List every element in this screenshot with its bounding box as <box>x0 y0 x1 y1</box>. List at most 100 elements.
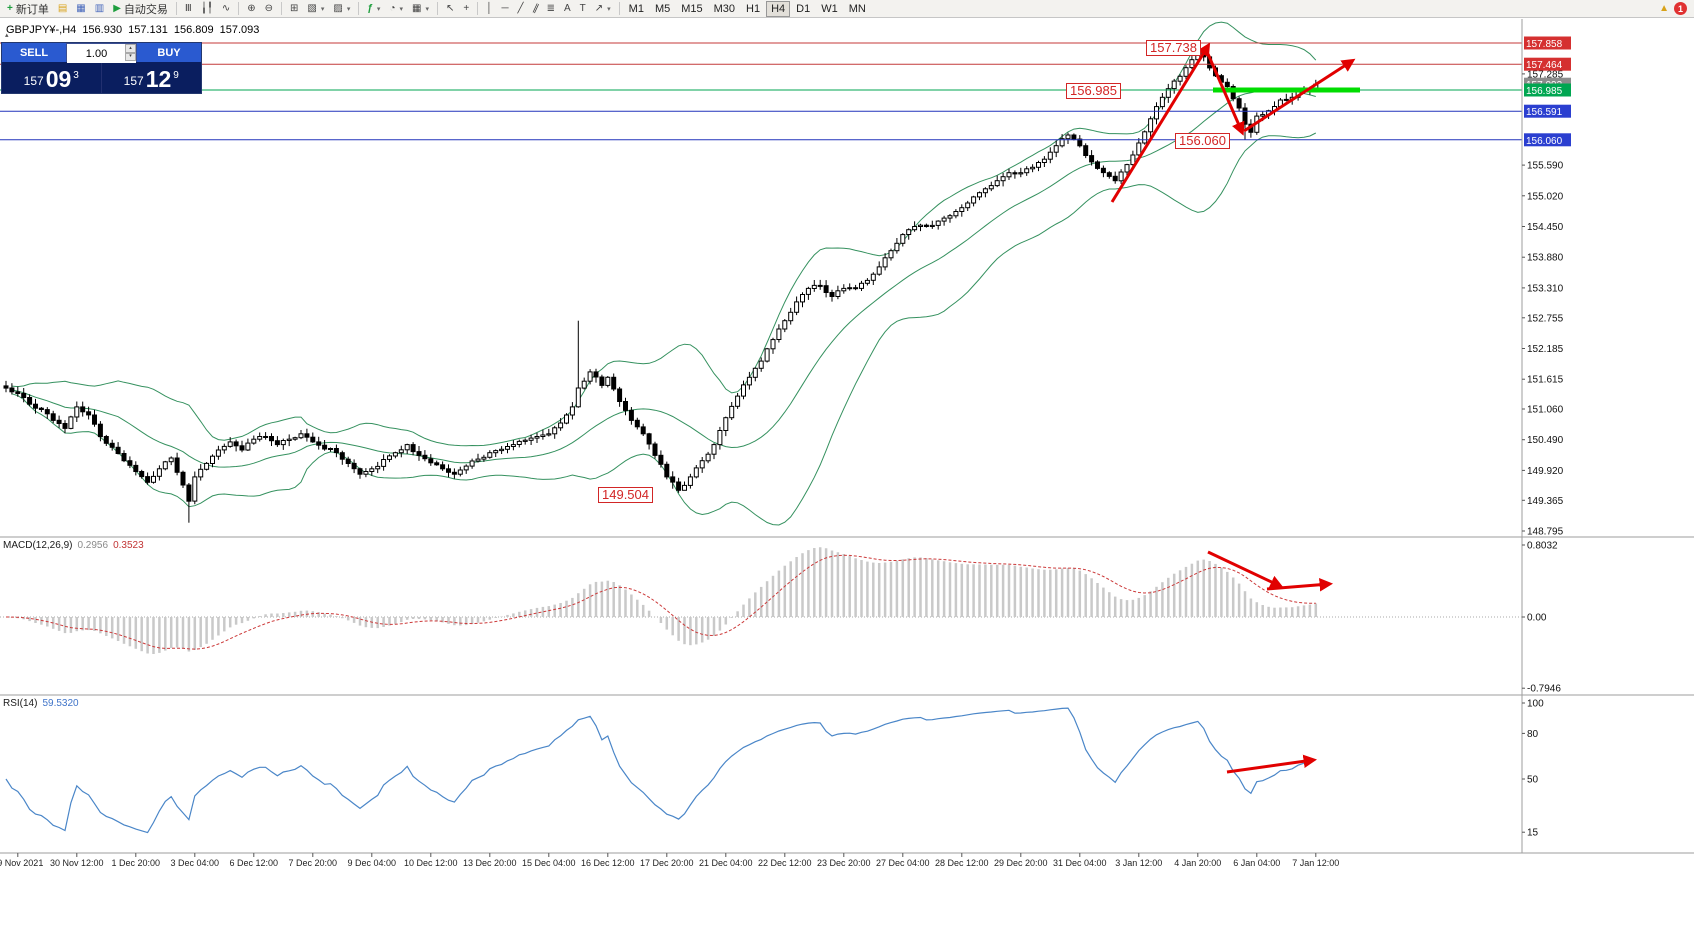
new-order-button[interactable]: + 新订单 <box>3 1 53 17</box>
svg-text:3 Jan 12:00: 3 Jan 12:00 <box>1115 858 1162 868</box>
buy-price-prefix: 157 <box>123 74 144 88</box>
timeframe-h4[interactable]: H4 <box>766 0 791 17</box>
lot-size-input[interactable] <box>67 45 136 63</box>
fibonacci-icon: ≣ <box>546 2 555 14</box>
text-button[interactable]: A <box>560 1 575 17</box>
market-watch-button[interactable]: ▦ <box>72 1 89 17</box>
time-axis: 29 Nov 2021 30 Nov 12:00 1 Dec 20:00 3 Dec … <box>0 853 1339 868</box>
profiles-button[interactable]: ▨ ▾ <box>329 1 354 17</box>
arrow-tool-button[interactable]: ↗ ▾ <box>591 1 615 17</box>
rsi-value: 59.5320 <box>42 698 79 709</box>
candle-chart-icon: ╽╿ <box>200 2 213 14</box>
cursor-button[interactable]: ↖ <box>442 1 458 17</box>
timeframe-m5[interactable]: M5 <box>650 1 675 17</box>
candle-chart-button[interactable]: ╽╿ <box>197 1 217 17</box>
trendline-button[interactable]: ╱ <box>514 1 528 17</box>
open-value: 156.930 <box>82 24 123 36</box>
timeframe-m30[interactable]: M30 <box>709 1 740 17</box>
svg-text:29 Nov 2021: 29 Nov 2021 <box>0 858 43 868</box>
price-axis: 157.285 155.590 155.020 154.450 153.880 153.3… <box>1522 36 1571 538</box>
crosshair-button[interactable]: + <box>459 1 473 17</box>
equidistant-channel-icon: ∥ <box>530 2 540 15</box>
svg-text:157.858: 157.858 <box>1526 39 1563 50</box>
vertical-line-icon: │ <box>486 2 493 14</box>
lot-increase-button[interactable]: ▴ <box>125 44 136 53</box>
bollinger-bands <box>11 21 1317 526</box>
svg-text:22 Dec 12:00: 22 Dec 12:00 <box>758 858 812 868</box>
svg-text:152.755: 152.755 <box>1527 313 1564 324</box>
template-button[interactable]: ▦ ▾ <box>408 1 433 17</box>
toolbar-right-group: ▲ 1 <box>1659 2 1691 15</box>
macd-main-value: 0.2956 <box>77 540 109 551</box>
fibonacci-button[interactable]: ≣ <box>543 1 559 17</box>
high-value: 157.131 <box>128 24 168 36</box>
text-label-button[interactable]: T <box>576 1 590 17</box>
svg-text:151.060: 151.060 <box>1527 405 1564 416</box>
trade-widget-toggle[interactable]: ▴ <box>5 32 9 39</box>
sell-price-prefix: 157 <box>23 74 44 88</box>
timeframe-m15[interactable]: M15 <box>676 1 707 17</box>
indicators-icon: ƒ <box>367 2 373 14</box>
svg-text:154.450: 154.450 <box>1527 222 1564 233</box>
autotrading-button[interactable]: ▶ 自动交易 <box>109 1 172 17</box>
macd-signal-line <box>5 554 1316 650</box>
macd-axis: 0.8032 0.00 -0.7946 <box>1522 541 1561 695</box>
market-watch-icon: ▦ <box>76 2 86 14</box>
zoom-in-icon: ⊕ <box>247 2 256 14</box>
svg-text:13 Dec 20:00: 13 Dec 20:00 <box>463 858 517 868</box>
period-button[interactable]: ◔ ▾ <box>385 1 407 17</box>
buy-price: 157 12 9 <box>102 62 202 93</box>
macd-name: MACD(12,26,9) <box>3 540 73 551</box>
indicators-button[interactable]: ƒ ▾ <box>363 1 384 17</box>
buy-button[interactable]: BUY <box>137 43 201 62</box>
horizontal-line-button[interactable]: ─ <box>497 1 512 17</box>
sell-price-pips: 09 <box>45 66 72 93</box>
text-icon: A <box>563 2 571 14</box>
svg-text:3 Dec 04:00: 3 Dec 04:00 <box>171 858 220 868</box>
timeframe-m1[interactable]: M1 <box>624 1 649 17</box>
svg-text:6 Jan 04:00: 6 Jan 04:00 <box>1233 858 1280 868</box>
vertical-line-button[interactable]: │ <box>482 1 496 17</box>
timeframe-mn[interactable]: MN <box>844 1 871 17</box>
tile-windows-icon: ⊞ <box>290 2 299 14</box>
timeframe-d1[interactable]: D1 <box>791 1 815 17</box>
svg-text:149.365: 149.365 <box>1527 496 1564 507</box>
macd-histogram <box>10 547 1318 654</box>
zoom-in-button[interactable]: ⊕ <box>243 1 259 17</box>
bar-chart-button[interactable]: Ⅲ <box>181 1 196 17</box>
svg-text:152.185: 152.185 <box>1527 344 1564 355</box>
equidistant-channel-button[interactable]: ∥ <box>529 1 542 17</box>
new-order-label: 新订单 <box>15 3 49 16</box>
toolbar: + 新订单 ▤ ▦ ▥ ▶ 自动交易 Ⅲ ╽╿ ∿ ⊕ ⊖ ⊞ ▧ ▾ ▨ ▾ ƒ ▾… <box>0 0 1694 18</box>
sell-button[interactable]: SELL <box>2 43 66 62</box>
tile-windows-button[interactable]: ⊞ <box>286 1 302 17</box>
dropdown-caret-icon: ▾ <box>425 5 429 13</box>
trendline-icon: ╱ <box>517 2 524 14</box>
toolbar-separator <box>281 2 283 15</box>
lot-size-field: ▴ ▾ <box>66 43 137 63</box>
history-center-button[interactable]: ▤ <box>54 1 71 17</box>
sell-price-fraction: 3 <box>73 70 79 81</box>
svg-text:155.020: 155.020 <box>1527 191 1564 202</box>
rsi-line <box>5 707 1317 834</box>
svg-text:153.880: 153.880 <box>1527 253 1564 264</box>
svg-text:0.00: 0.00 <box>1527 613 1547 624</box>
svg-text:156.985: 156.985 <box>1526 86 1563 97</box>
history-center-icon: ▤ <box>57 2 68 14</box>
lot-decrease-button[interactable]: ▾ <box>125 52 136 61</box>
zoom-out-button[interactable]: ⊖ <box>261 1 277 17</box>
new-chart-button[interactable]: ▧ ▾ <box>303 1 328 17</box>
timeframe-w1[interactable]: W1 <box>816 1 843 17</box>
toolbar-separator <box>436 2 438 15</box>
svg-text:157.285: 157.285 <box>1527 69 1564 80</box>
horizontal-level-lines <box>0 42 1522 141</box>
notification-badge[interactable]: 1 <box>1674 2 1687 15</box>
cursor-icon: ↖ <box>445 2 455 14</box>
timeframe-h1[interactable]: H1 <box>741 1 765 17</box>
bar-chart-icon: Ⅲ <box>184 2 192 14</box>
pointer-icon[interactable]: ▲ <box>1659 2 1669 14</box>
svg-text:156.591: 156.591 <box>1526 107 1563 118</box>
navigator-button[interactable]: ▥ <box>91 1 108 17</box>
line-chart-button[interactable]: ∿ <box>218 1 234 17</box>
